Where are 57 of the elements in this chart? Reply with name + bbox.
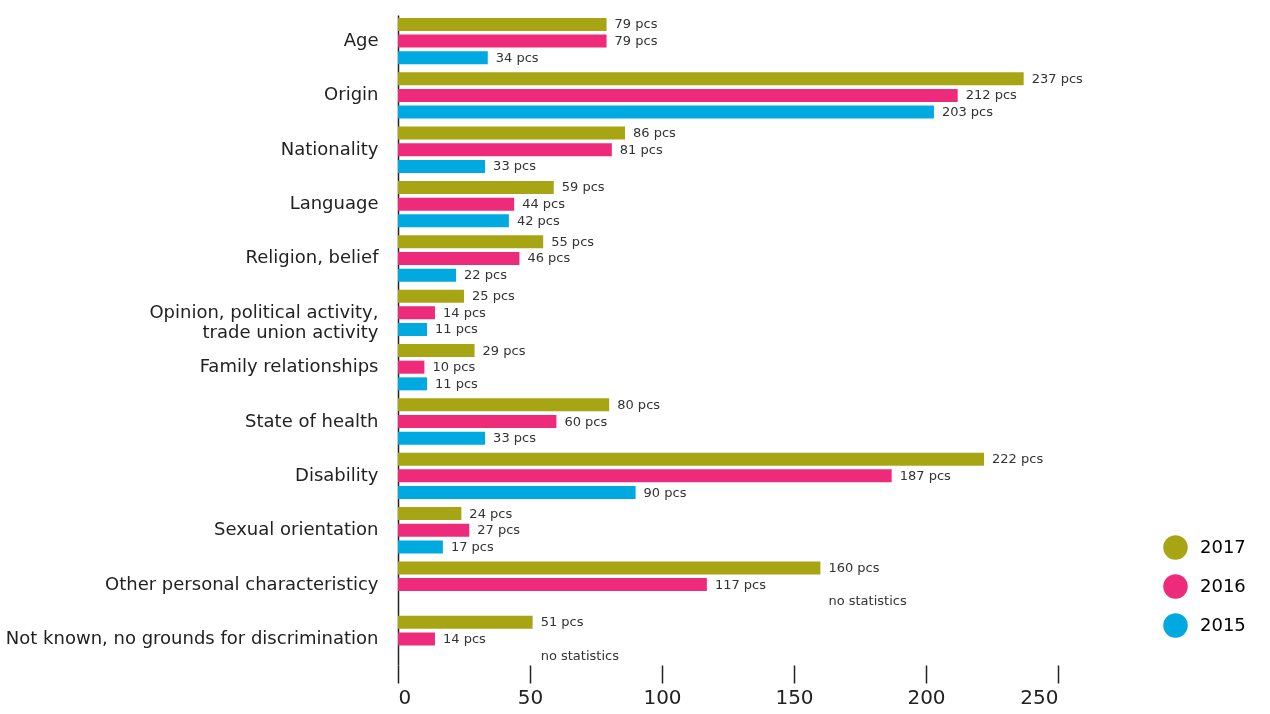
y-tick-label: Other personal characteristicy xyxy=(105,572,379,594)
data-label: 187 pcs xyxy=(899,467,952,483)
y-tick-label: Opinion, political activity, trade union activity xyxy=(149,300,379,342)
data-label: 79 pcs xyxy=(614,33,658,49)
x-tick-label: 0 xyxy=(398,684,412,709)
text: no statistics xyxy=(540,647,619,663)
y-tick-label: Not known, no grounds for discrimination xyxy=(5,626,379,648)
y-tick-label: Sexual orientation xyxy=(214,518,379,540)
data-label: 33 pcs xyxy=(493,158,537,174)
data-label: 80 pcs xyxy=(617,396,661,412)
y-tick-label: Family relationships xyxy=(199,355,379,377)
data-label: 11 pcs xyxy=(435,375,479,391)
y-tick-label: Origin xyxy=(324,83,379,105)
data-label: 22 pcs xyxy=(464,267,508,283)
data-label: 79 pcs xyxy=(614,16,658,32)
legend-label: 2015 xyxy=(1200,613,1246,635)
data-label: 81 pcs xyxy=(619,141,663,157)
x-tick-label: 50 xyxy=(517,684,544,709)
data-label: 46 pcs xyxy=(527,250,571,266)
y-tick-label: Religion, belief xyxy=(245,246,380,268)
y-tick-label: State of health xyxy=(245,409,379,431)
legend-label: 2016 xyxy=(1200,574,1246,596)
data-label: 86 pcs xyxy=(633,125,677,141)
data-label: 55 pcs xyxy=(551,233,595,249)
y-tick-label: Disability xyxy=(295,463,379,485)
data-label: 51 pcs xyxy=(540,614,584,630)
data-label: 60 pcs xyxy=(564,413,608,429)
data-label: 10 pcs xyxy=(432,359,476,375)
data-label: 25 pcs xyxy=(472,288,516,304)
data-label: 33 pcs xyxy=(493,430,537,446)
data-label: 14 pcs xyxy=(442,630,487,646)
data-label: 24 pcs xyxy=(469,505,513,521)
x-tick-label: 250 xyxy=(1020,684,1059,709)
data-label: 42 pcs xyxy=(516,212,560,228)
data-label: 17 pcs xyxy=(450,538,494,554)
data-label: 90 pcs xyxy=(643,484,687,500)
y-tick-label: Language xyxy=(289,192,379,214)
x-tick-label: 100 xyxy=(643,684,682,709)
x-tick-label: 200 xyxy=(907,684,946,709)
data-label: 237 pcs xyxy=(1031,70,1084,86)
x-tick-label: 150 xyxy=(775,684,814,709)
legend-label: 2017 xyxy=(1200,535,1246,557)
y-tick-label: Age xyxy=(343,29,379,51)
data-label: 212 pcs xyxy=(965,87,1018,103)
data-label: 11 pcs xyxy=(435,321,479,337)
data-label: 203 pcs xyxy=(941,104,994,120)
y-tick-label: Nationality xyxy=(280,137,379,159)
data-label: 27 pcs xyxy=(477,522,521,538)
data-label: 117 pcs xyxy=(714,576,767,592)
data-label: 160 pcs xyxy=(828,559,880,575)
data-label: 34 pcs xyxy=(495,49,539,65)
data-label: 222 pcs xyxy=(992,451,1044,467)
text: no statistics xyxy=(828,593,907,609)
data-label: 59 pcs xyxy=(561,179,605,195)
data-label: 29 pcs xyxy=(482,342,526,358)
data-label: 14 pcs xyxy=(442,304,487,320)
data-label: 44 pcs xyxy=(522,196,566,212)
